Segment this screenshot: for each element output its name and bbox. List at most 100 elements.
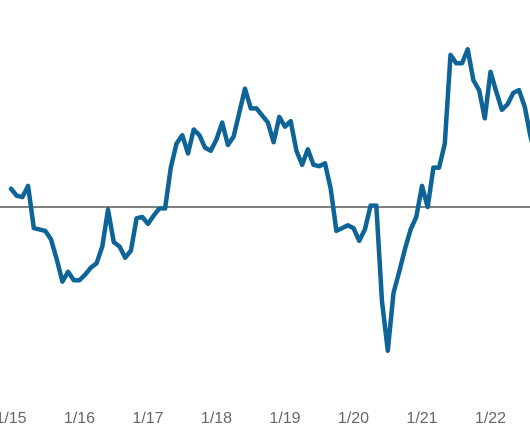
data-point: [300, 163, 304, 167]
data-point: [357, 239, 361, 243]
data-point: [409, 228, 413, 232]
data-point: [277, 115, 281, 119]
data-point: [135, 216, 139, 220]
data-point: [511, 91, 515, 95]
data-point: [209, 149, 213, 153]
data-point: [243, 87, 247, 91]
data-point: [449, 53, 453, 57]
data-point: [443, 142, 447, 146]
data-point: [523, 105, 527, 109]
data-point: [426, 205, 430, 209]
data-point: [118, 244, 122, 248]
data-point: [346, 223, 350, 227]
data-point: [129, 249, 133, 253]
data-point: [289, 119, 293, 123]
data-point: [157, 206, 161, 210]
data-point: [477, 88, 481, 92]
data-point: [197, 133, 201, 137]
data-point: [106, 208, 110, 212]
data-point: [226, 143, 230, 147]
data-point: [9, 187, 13, 191]
data-point: [272, 140, 276, 144]
x-tick-label: 1/17: [132, 410, 163, 427]
data-point: [95, 261, 99, 265]
data-point: [483, 116, 487, 120]
data-point: [66, 270, 70, 274]
data-point: [266, 121, 270, 125]
data-point: [180, 133, 184, 137]
data-point: [283, 125, 287, 129]
data-point: [340, 226, 344, 230]
data-point: [414, 215, 418, 219]
data-point: [471, 78, 475, 82]
x-tick-label: 1/20: [338, 410, 369, 427]
x-tick-label: 1/22: [475, 410, 506, 427]
data-point: [26, 184, 30, 188]
data-point: [55, 257, 59, 261]
data-point: [500, 108, 504, 112]
data-point: [437, 166, 441, 170]
data-point: [32, 226, 36, 230]
data-point: [334, 229, 338, 233]
data-point: [489, 70, 493, 74]
data-point: [374, 204, 378, 208]
x-tick-label: 1/21: [406, 410, 437, 427]
x-axis-ticks: 1/15 1/16 1/17 1/18 1/19 1/20 1/21 1/22: [0, 410, 506, 427]
data-point: [163, 206, 167, 210]
data-point: [175, 142, 179, 146]
data-point: [192, 128, 196, 132]
data-point: [123, 256, 127, 260]
x-tick-label: 1/18: [201, 410, 232, 427]
data-point: [38, 228, 42, 232]
data-point: [186, 152, 190, 156]
data-point: [306, 147, 310, 151]
data-point: [454, 61, 458, 65]
data-point: [312, 163, 316, 167]
data-point: [60, 280, 64, 284]
data-point: [386, 349, 390, 353]
data-point: [323, 161, 327, 165]
data-point: [506, 102, 510, 106]
data-point: [363, 228, 367, 232]
data-point: [255, 106, 259, 110]
data-point: [329, 187, 333, 191]
data-point: [494, 90, 498, 94]
series-line-0: [8, 47, 530, 353]
data-point: [169, 166, 173, 170]
data-point: [397, 270, 401, 274]
data-point: [403, 247, 407, 251]
data-point: [20, 195, 24, 199]
data-point: [215, 137, 219, 141]
x-tick-label: 1/19: [269, 410, 300, 427]
data-point: [220, 121, 224, 125]
data-point: [237, 111, 241, 115]
data-point: [260, 114, 264, 118]
data-point: [420, 184, 424, 188]
data-point: [146, 222, 150, 226]
data-point: [152, 214, 156, 218]
data-point: [369, 204, 373, 208]
data-point: [43, 229, 47, 233]
data-point: [100, 244, 104, 248]
data-point: [49, 237, 53, 241]
data-point: [352, 226, 356, 230]
data-point: [203, 146, 207, 150]
x-tick-label: 1/16: [64, 410, 95, 427]
data-point: [380, 299, 384, 303]
data-point: [392, 291, 396, 295]
data-point: [15, 194, 19, 198]
data-point: [249, 106, 253, 110]
x-tick-label: 1/15: [0, 410, 27, 427]
data-point: [431, 166, 435, 170]
data-point: [294, 149, 298, 153]
data-point: [83, 273, 87, 277]
data-point: [232, 135, 236, 139]
data-point: [317, 164, 321, 168]
data-point: [112, 240, 116, 244]
series-layer: [8, 47, 530, 353]
data-point: [72, 278, 76, 282]
data-point: [460, 61, 464, 65]
data-point: [466, 47, 470, 51]
